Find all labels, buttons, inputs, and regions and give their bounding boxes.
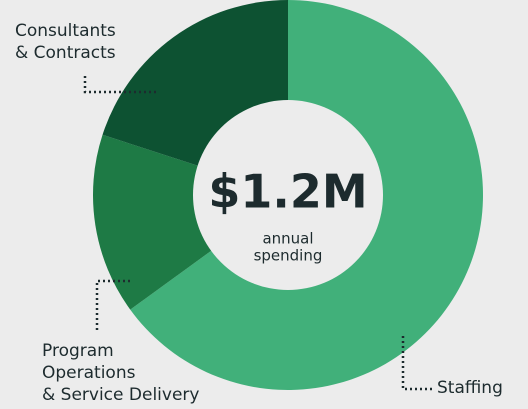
category-label: & Service Delivery [42,385,199,405]
category-label: & Contracts [15,43,116,63]
category-label: Consultants [15,21,116,41]
center-sublabel: annual [262,230,313,248]
donut-hole [193,100,383,290]
leader-line [95,279,130,332]
center-sublabel: spending [254,247,323,265]
slice [93,134,289,310]
category-label: Program [42,341,114,361]
center-label: $1.2M [208,165,367,219]
category-label: Staffing [437,378,503,398]
leader-line [83,76,158,94]
category-label: Operations [42,363,136,383]
